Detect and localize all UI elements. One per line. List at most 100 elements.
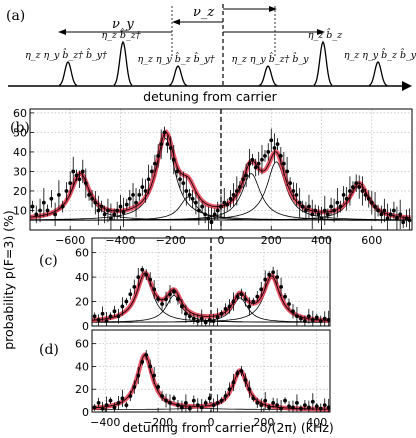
- data-point: [136, 373, 141, 378]
- data-point: [267, 405, 272, 410]
- schematic-peak-label: η_z η_y b̂_z† b̂_y†: [25, 48, 107, 61]
- data-point: [211, 319, 216, 324]
- chart-panel-c: 0 20 40 60: [75, 237, 331, 333]
- y-tick-label: 20: [13, 185, 27, 198]
- data-point: [314, 404, 319, 409]
- data-point: [231, 380, 236, 385]
- data-point: [357, 185, 362, 189]
- data-point: [96, 317, 101, 322]
- data-point: [363, 192, 368, 197]
- x-axis-label: detuning from carrier δ/(2π) (kHz): [122, 420, 334, 435]
- data-point: [376, 208, 380, 213]
- schematic-peak-label: η_z b̂_z†: [101, 28, 140, 41]
- data-point: [291, 189, 296, 193]
- data-point: [247, 161, 252, 166]
- x-tick-label: 400: [311, 234, 332, 247]
- data-point: [124, 202, 129, 207]
- nu-y-arrowhead: [58, 29, 66, 35]
- data-point: [307, 204, 311, 209]
- data-point: [68, 181, 73, 186]
- data-point: [108, 314, 113, 319]
- data-point: [360, 189, 365, 193]
- x-tick-label: 400: [306, 416, 327, 429]
- data-point: [235, 294, 240, 299]
- x-tick-label: 0: [218, 234, 225, 247]
- data-point: [285, 169, 289, 174]
- detuning-axis-label: detuning from carrier: [143, 89, 277, 104]
- data-point: [314, 315, 319, 320]
- data-point: [247, 387, 252, 392]
- data-point: [302, 403, 307, 408]
- data-point: [109, 216, 113, 221]
- data-point: [287, 302, 291, 306]
- data-point: [168, 146, 173, 150]
- data-point: [41, 200, 46, 205]
- total-fit-line: [92, 354, 330, 410]
- data-point: [294, 192, 299, 197]
- data-point: [106, 208, 110, 213]
- data-point: [143, 189, 148, 193]
- y-tick-label: 60: [75, 247, 89, 260]
- data-point: [207, 396, 212, 401]
- data-point: [259, 403, 264, 408]
- schematic-peaks: η_z η_y b̂_z† b̂_y† η_z b̂_z† η_z η_y b̂_z…: [25, 28, 416, 87]
- data-point: [180, 304, 184, 309]
- y-tick-label: 30: [13, 165, 27, 178]
- data-point: [193, 200, 198, 205]
- data-point: [243, 297, 248, 302]
- data-point: [266, 150, 271, 154]
- data-point: [83, 181, 88, 186]
- data-point: [168, 292, 172, 297]
- data-point: [212, 212, 217, 217]
- x-tick-label: 200: [253, 416, 274, 429]
- schematic-peak-label: η_z η_y b̂_z† b̂_y: [231, 52, 309, 65]
- data-point: [219, 204, 223, 209]
- y-tick-label: 20: [75, 296, 89, 309]
- data-point: [116, 314, 121, 319]
- data-point: [148, 364, 153, 369]
- data-point: [199, 316, 204, 321]
- data-point: [222, 200, 227, 205]
- data-point: [45, 208, 50, 213]
- data-point: [388, 212, 393, 217]
- data-point: [162, 130, 167, 135]
- data-point: [137, 192, 142, 197]
- chart-panel-b: 10 20 30 40 50 60 −600 −400 −200 0 200 400 600: [13, 107, 413, 247]
- data-point: [366, 196, 371, 201]
- data-point: [297, 200, 302, 205]
- plot-frame: [91, 237, 331, 327]
- data-point: [263, 153, 267, 158]
- data-point: [341, 192, 346, 197]
- y-tick-label: 40: [75, 271, 89, 284]
- data-point: [200, 204, 205, 209]
- data-point: [207, 317, 212, 322]
- data-point: [38, 208, 42, 213]
- data-point: [243, 378, 248, 383]
- y-tick-label: 40: [75, 360, 89, 373]
- data-point: [253, 165, 258, 170]
- data-point: [304, 208, 308, 213]
- nu-y-right-arrowhead: [317, 29, 325, 35]
- nu-y-label: ν_y: [112, 17, 134, 32]
- data-point: [159, 142, 164, 147]
- total-fit-line: [92, 272, 331, 321]
- data-point: [156, 297, 161, 302]
- data-point: [209, 220, 214, 225]
- data-point: [332, 208, 336, 213]
- data-point: [234, 189, 239, 193]
- data-point: [30, 204, 35, 209]
- data-point: [71, 169, 76, 174]
- panel-label-a: (a): [6, 8, 25, 24]
- data-point: [227, 387, 232, 392]
- data-point: [373, 204, 377, 209]
- data-point: [219, 398, 224, 403]
- data-point: [269, 138, 274, 143]
- data-point: [398, 212, 403, 217]
- data-point: [291, 309, 295, 314]
- data-point: [275, 403, 280, 408]
- data-point: [283, 398, 287, 403]
- data-point: [60, 204, 65, 209]
- data-point: [369, 200, 374, 205]
- data-point: [295, 314, 299, 319]
- data-point: [223, 306, 228, 311]
